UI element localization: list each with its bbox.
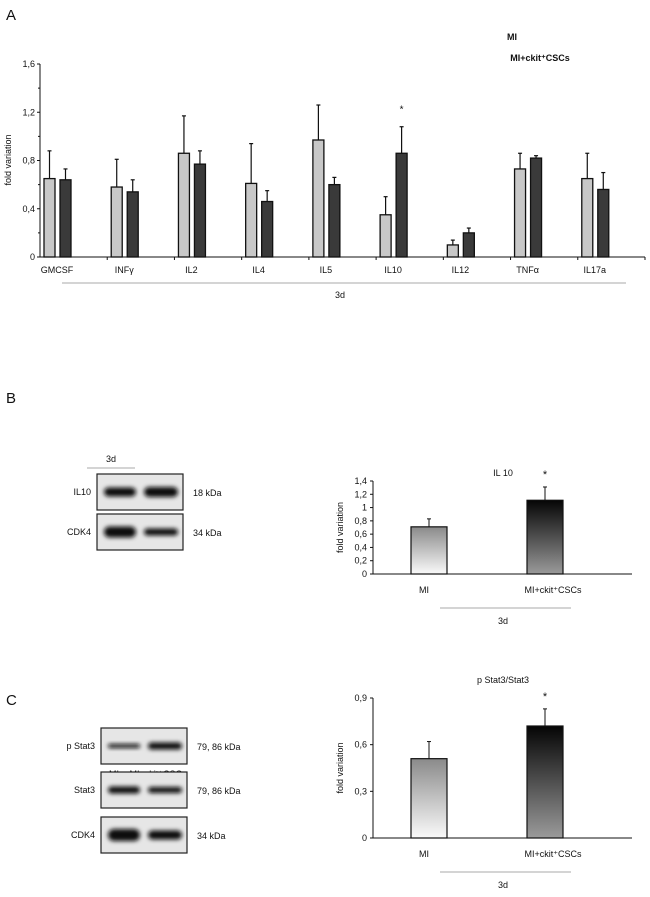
x-tick-label: IL17a (584, 265, 607, 275)
y-axis-label: fold variation (335, 742, 345, 793)
bar-mi-ckit (261, 200, 274, 258)
bar-mi-ckit (462, 232, 475, 258)
x-axis-label: 3d (498, 880, 508, 890)
y-tick-label: 1,4 (354, 476, 367, 486)
y-tick-label: 1,2 (354, 489, 367, 499)
panel-label-b: B (6, 390, 16, 407)
y-tick-label: 0,8 (354, 516, 367, 526)
chart-c-pstat3: p Stat3/Stat3 0 0,3 0,6 0,9 fold variation MI M… (335, 675, 632, 890)
y-tick-label: 0 (30, 252, 35, 262)
x-tick-label: IL2 (185, 265, 198, 275)
band-mi-ckit (144, 528, 178, 536)
x-tick-label: IL5 (320, 265, 333, 275)
blot-kda-label: 79, 86 kDa (197, 742, 241, 752)
bar-mi (410, 526, 448, 575)
bar-mi-ckit (126, 191, 139, 258)
band-mi-ckit (148, 742, 182, 750)
x-tick-label: MI+ckit⁺CSCs (524, 585, 582, 595)
bar-mi (312, 139, 325, 258)
x-tick-label: MI+ckit⁺CSCs (524, 849, 582, 859)
bar-mi-ckit (526, 725, 564, 839)
chart-title: p Stat3/Stat3 (477, 675, 529, 685)
band-mi-ckit (148, 787, 182, 793)
y-axis-label: fold variation (335, 502, 345, 553)
blot-row-label: CDK4 (71, 830, 95, 840)
bar-mi (410, 758, 448, 839)
band-mi (108, 786, 140, 794)
bar-mi (177, 152, 191, 258)
x-tick-label: MI (419, 849, 429, 859)
y-tick-label: 0,3 (354, 786, 367, 796)
bar-mi-ckit (597, 188, 610, 258)
bar-mi (43, 177, 56, 258)
bar-mi-ckit (526, 499, 564, 575)
blot-kda-label: 34 kDa (197, 831, 226, 841)
blot-timepoint: 3d (106, 454, 116, 464)
y-tick-label: 0,4 (22, 204, 35, 214)
bar-mi (513, 168, 527, 258)
x-axis-label: 3d (335, 290, 345, 300)
blot-kda-label: 79, 86 kDa (197, 786, 241, 796)
band-mi (104, 487, 136, 497)
x-tick-label: TNFα (516, 265, 539, 275)
blot-row-label: IL10 (73, 487, 91, 497)
bar-mi-ckit (395, 152, 408, 258)
panel-label-c: C (6, 692, 17, 709)
y-tick-label: 0 (362, 833, 367, 843)
blot-row-label: Stat3 (74, 785, 95, 795)
chart-b-il10: IL 10 0 0,2 0,4 0,6 0,8 1 1,2 1,4 fold variation M… (335, 468, 632, 626)
x-tick-label: MI (419, 585, 429, 595)
chart-title: IL 10 (493, 468, 513, 478)
y-tick-label: 0,4 (354, 542, 367, 552)
panel-label-a: A (6, 7, 16, 24)
x-tick-label: GMCSF (41, 265, 74, 275)
x-tick-label: IL10 (384, 265, 402, 275)
band-mi-ckit (144, 487, 178, 497)
y-tick-label: 1,2 (22, 107, 35, 117)
band-mi-ckit (148, 830, 182, 840)
bar-mi (110, 186, 123, 258)
band-mi (108, 744, 140, 748)
y-tick-label: 0,2 (354, 556, 367, 566)
legend-mi: MI (507, 32, 517, 42)
y-tick-label: 0,6 (354, 529, 367, 539)
y-axis-label: fold variation (3, 134, 13, 185)
y-tick-label: 0,6 (354, 740, 367, 750)
blot-row-label: CDK4 (67, 527, 91, 537)
bar-mi-ckit (328, 183, 341, 258)
bar-mi-ckit (193, 163, 207, 258)
y-tick-label: 1 (362, 503, 367, 513)
x-tick-label: IL4 (252, 265, 265, 275)
bar-mi-ckit (59, 179, 72, 258)
blot-kda-label: 18 kDa (193, 488, 222, 498)
y-tick-label: 0 (362, 569, 367, 579)
significance-star: * (543, 691, 548, 703)
bar-mi (446, 244, 459, 258)
y-tick-label: 0,8 (22, 156, 35, 166)
x-tick-label: INFγ (115, 265, 134, 275)
bar-mi-ckit (529, 157, 543, 258)
x-axis-label: 3d (498, 616, 508, 626)
blot-kda-label: 34 kDa (193, 528, 222, 538)
bar-mi (581, 177, 594, 258)
chart-a-cytokines: 0 0,4 0,8 1,2 1,6 fold variation GMCSF INFγ IL2 I… (3, 32, 646, 300)
band-mi (108, 829, 140, 841)
x-tick-label: IL12 (452, 265, 470, 275)
band-mi (104, 526, 136, 538)
significance-star: * (543, 469, 548, 481)
significance-star: * (400, 105, 404, 116)
blot-row-label: p Stat3 (66, 741, 95, 751)
legend-mi-ckit: MI+ckit⁺CSCs (510, 53, 570, 63)
bar-mi (379, 214, 392, 258)
y-tick-label: 0,9 (354, 693, 367, 703)
y-tick-label: 1,6 (22, 59, 35, 69)
bar-mi (245, 182, 258, 258)
